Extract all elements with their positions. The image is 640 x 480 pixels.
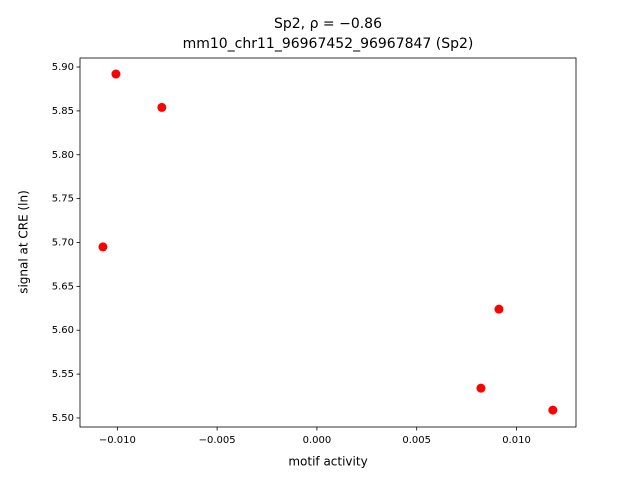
point xyxy=(98,242,108,252)
y-tick-label: 5.75 xyxy=(52,194,74,205)
y-tick-label: 5.50 xyxy=(52,413,74,424)
y-tick-label: 5.65 xyxy=(52,281,74,292)
x-tick-label: 0.000 xyxy=(303,435,332,446)
point xyxy=(157,102,167,112)
y-tick-label: 5.70 xyxy=(52,238,74,249)
chart-subtitle: mm10_chr11_96967452_96967847 (Sp2) xyxy=(183,36,474,52)
x-tick-label: −0.005 xyxy=(199,435,236,446)
y-tick-label: 5.80 xyxy=(52,150,74,161)
y-tick-label: 5.60 xyxy=(52,325,74,336)
point xyxy=(548,405,558,415)
point xyxy=(494,304,504,314)
x-tick-label: 0.010 xyxy=(502,435,531,446)
y-tick-label: 5.55 xyxy=(52,369,74,380)
chart-title: Sp2, ρ = −0.86 xyxy=(274,16,382,32)
point xyxy=(111,69,121,79)
y-tick-label: 5.90 xyxy=(52,62,74,73)
x-tick-label: −0.010 xyxy=(99,435,136,446)
x-axis-label: motif activity xyxy=(288,455,367,469)
point xyxy=(476,383,486,393)
x-tick-label: 0.005 xyxy=(402,435,431,446)
y-tick-label: 5.85 xyxy=(52,106,74,117)
y-axis-label: signal at CRE (ln) xyxy=(17,190,31,294)
